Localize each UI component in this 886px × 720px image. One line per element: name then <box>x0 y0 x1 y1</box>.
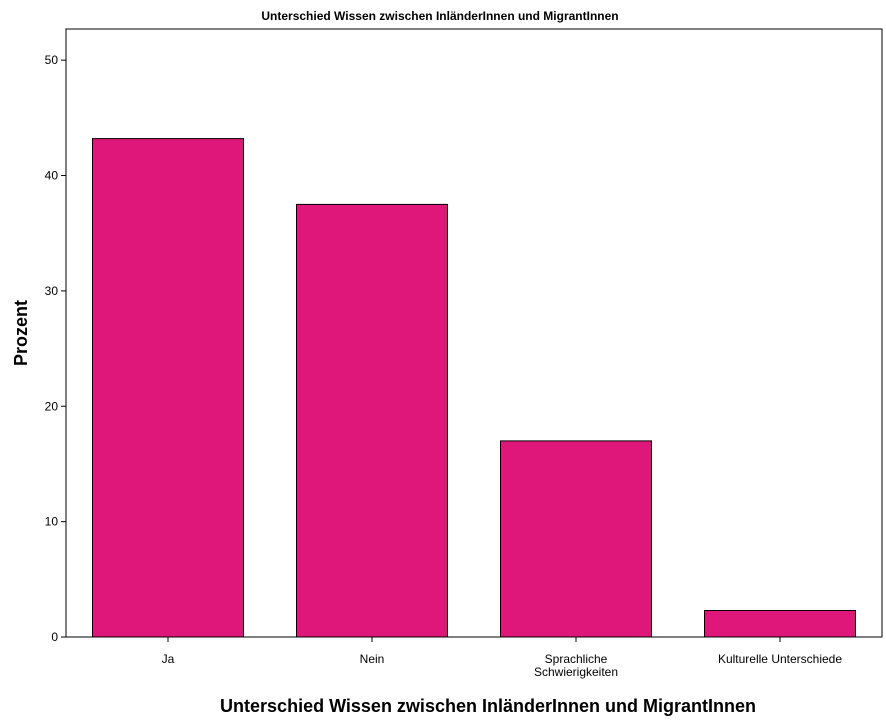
y-axis: 0 10 20 30 40 50 <box>45 53 66 644</box>
y-tick-label: 10 <box>45 515 59 529</box>
x-tick-label: Ja <box>162 652 175 666</box>
plot-area <box>65 28 883 638</box>
bar-1 <box>92 138 244 638</box>
y-tick-label: 30 <box>45 284 59 298</box>
bar-2 <box>296 203 448 638</box>
bar-3 <box>500 440 652 638</box>
y-tick-label: 20 <box>45 399 59 413</box>
x-axis-title: Unterschied Wissen zwischen InländerInne… <box>220 696 756 716</box>
chart-title: Unterschied Wissen zwischen InländerInne… <box>261 9 618 23</box>
x-tick-label: Schwierigkeiten <box>534 665 618 679</box>
y-tick-label: 50 <box>45 53 59 67</box>
plot-border <box>65 28 883 638</box>
bars-group <box>92 138 856 638</box>
bar-4 <box>704 610 856 638</box>
y-tick-label: 0 <box>51 630 58 644</box>
y-axis-title: Prozent <box>11 300 31 366</box>
x-tick-label: Kulturelle Unterschiede <box>718 652 842 666</box>
x-tick-label: Sprachliche <box>545 652 608 666</box>
y-tick-label: 40 <box>45 169 59 183</box>
x-tick-label: Nein <box>360 652 385 666</box>
